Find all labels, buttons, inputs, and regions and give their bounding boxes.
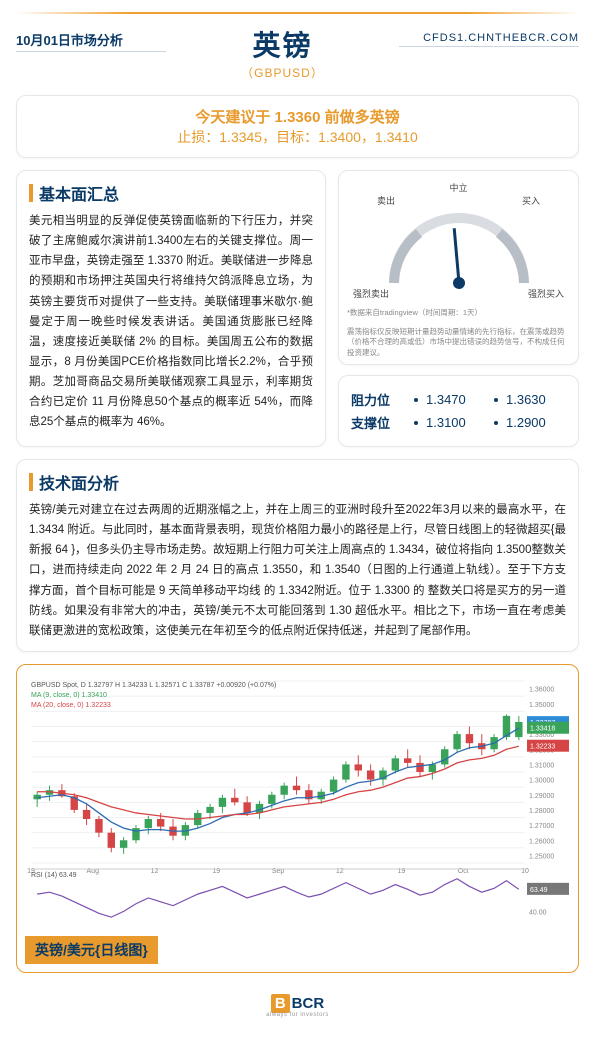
price-chart: 1.360001.350001.340001.330001.320001.310… [25,673,572,933]
res2: 1.3630 [506,392,566,407]
technical-title: 技术面分析 [39,470,119,494]
fundamental-card: 基本面汇总 美元相当明显的反弹促使英镑面临新的下行压力，并突破了主席鲍威尔演讲前… [16,170,326,447]
chart-caption: 英镑/美元{日线图} [25,936,158,964]
technical-card: 技术面分析 英镑/美元对建立在过去两周的近期涨幅之上，并在上周三的亚洲时段升至2… [16,459,579,652]
svg-text:1.33418: 1.33418 [530,726,555,733]
svg-text:1.29000: 1.29000 [529,793,554,800]
svg-text:1.25000: 1.25000 [529,853,554,860]
gauge-note2: 震荡指标仅反映短期计量趋势动量情绪的先行指标，在震荡或趋势（价格不合理的高或低）… [347,327,570,359]
svg-text:1.36000: 1.36000 [529,686,554,693]
footer-logo: BBCR [16,995,579,1012]
dot-icon [414,421,418,425]
title-block: 英镑 （GBPUSD） [166,24,399,81]
svg-text:1.27000: 1.27000 [529,823,554,830]
dot-icon [494,398,498,402]
svg-text:1.26000: 1.26000 [529,838,554,845]
svg-text:40.00: 40.00 [529,909,547,916]
svg-text:1.35000: 1.35000 [529,702,554,709]
site-url: CFDS1.CHNTHEBCR.COM [399,24,579,47]
reco-line1: 今天建议于 1.3360 前做多英镑 [29,106,566,127]
technical-body: 英镑/美元对建立在过去两周的近期涨幅之上，并在上周三的亚洲时段升至2022年3月… [29,500,566,641]
gauge-strongbuy-label: 强烈买入 [528,287,564,300]
gauge-buy-label: 买入 [522,194,540,207]
svg-text:1.32233: 1.32233 [530,744,555,751]
sub-title: （GBPUSD） [166,64,399,81]
sup2: 1.2900 [506,415,566,430]
header: 10月01日市场分析 英镑 （GBPUSD） CFDS1.CHNTHEBCR.C… [16,24,579,81]
main-title: 英镑 [166,24,399,64]
svg-text:1.28000: 1.28000 [529,808,554,815]
res1: 1.3470 [426,392,486,407]
accent-bar-icon [29,473,33,491]
fundamental-body: 美元相当明显的反弹促使英镑面临新的下行压力，并突破了主席鲍威尔演讲前1.3400… [29,211,313,432]
date-line: 10月01日市场分析 [16,24,166,52]
support-label: 支撑位 [351,413,406,432]
sentiment-gauge-card: 中立 卖出 买入 强烈卖出 强烈买入 [338,170,579,365]
dot-icon [494,421,498,425]
levels-card: 阻力位 1.3470 1.3630 支撑位 1.3100 1.2900 [338,375,579,447]
gauge-center-label: 中立 [347,181,570,194]
sup1: 1.3100 [426,415,486,430]
svg-text:MA (9, close, 0) 1.33410: MA (9, close, 0) 1.33410 [31,692,107,699]
svg-text:GBPUSD Spot, D 1.32797 H 1.3: GBPUSD Spot, D 1.32797 H 1.34233 L 1.325… [31,682,276,689]
svg-text:1.30000: 1.30000 [529,777,554,784]
resistance-label: 阻力位 [351,390,406,409]
gauge-note1: *数据来自tradingview（时间周期：1天） [347,308,570,319]
reco-line2: 止损：1.3345，目标：1.3400，1.3410 [29,127,566,147]
accent-bar-icon [29,184,33,202]
top-divider [16,12,579,14]
footer: BBCR always for investors [16,987,579,1018]
gauge-sell-label: 卖出 [377,194,395,207]
fundamental-title: 基本面汇总 [39,181,119,205]
svg-text:1.31000: 1.31000 [529,762,554,769]
logo-square-icon: B [271,994,290,1013]
recommendation-box: 今天建议于 1.3360 前做多英镑 止损：1.3345，目标：1.3400，1… [16,95,579,158]
svg-text:63.49: 63.49 [530,887,548,894]
chart-card: 1.360001.350001.340001.330001.320001.310… [16,664,579,973]
svg-text:RSI (14) 63.49: RSI (14) 63.49 [31,872,77,879]
footer-sub: always for investors [16,1012,579,1018]
gauge-svg [374,203,544,293]
dot-icon [414,398,418,402]
gauge-strongsell-label: 强烈卖出 [353,287,389,300]
svg-text:MA (20, close, 0) 1.32233: MA (20, close, 0) 1.32233 [31,702,111,709]
